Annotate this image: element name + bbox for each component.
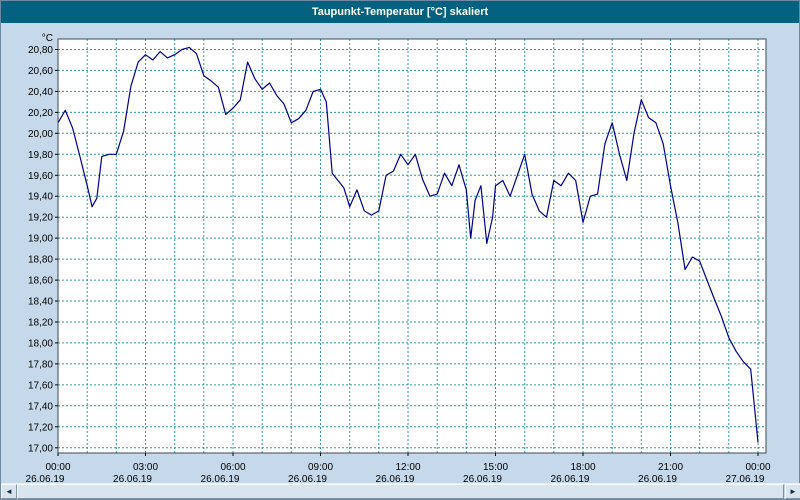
x-tick-date-label: 27.06.19 [726,474,765,485]
x-tick-time-label: 21:00 [658,462,683,473]
x-tick-date-label: 26.06.19 [201,474,240,485]
scroll-right-arrow-icon: ► [789,487,797,496]
y-tick-label: 17,00 [28,443,53,454]
y-tick-label: 17,20 [28,422,53,433]
y-tick-label: 19,80 [28,150,53,161]
x-tick-time-label: 12:00 [395,462,420,473]
x-tick-date-label: 26.06.19 [288,474,327,485]
x-tick-time-label: 00:00 [45,462,70,473]
scroll-left-arrow-icon: ◄ [5,487,13,496]
y-tick-label: 17,60 [28,380,53,391]
x-tick-date-label: 26.06.19 [638,474,677,485]
chart-plot: °C20,80 20,60 20,40 20,20 20,00 19,80 19,60 19,… [26,33,771,485]
x-tick-time-label: 09:00 [308,462,333,473]
x-tick-time-label: 03:00 [133,462,158,473]
y-tick-label: 18,00 [28,338,53,349]
x-tick-time-label: 18:00 [570,462,595,473]
chart-container: °C 20,80 20,60 20,40 20,20 20,00 19,80 19,60 19,… [1,23,800,485]
y-tick-label: 18,40 [28,297,53,308]
y-tick-label: 18,80 [28,255,53,266]
y-axis-unit-label: °C [42,33,53,44]
page-title: Taupunkt-Temperatur [°C] skaliert [311,6,489,18]
series-line [57,46,759,443]
x-tick-date-label: 26.06.19 [551,474,590,485]
y-tick-label: 20,00 [28,129,53,140]
scroll-left-button[interactable]: ◄ [1,484,17,499]
plot-area [58,39,766,453]
x-tick-date-label: 26.06.19 [113,474,152,485]
plot-border [57,38,767,454]
y-tick-label: 17,40 [28,401,53,412]
y-tick-label: 18,60 [28,276,53,287]
y-tick-label: 20,80 [28,45,53,56]
x-tick-time-label: 00:00 [745,462,770,473]
x-tick-time-label: 06:00 [220,462,245,473]
y-tick-label: 19,60 [28,171,53,182]
y-tick-label: 19,40 [28,192,53,203]
x-tick-time-label: 15:00 [483,462,508,473]
y-tick-label: 20,60 [28,66,53,77]
y-tick-label: 20,20 [28,108,53,119]
x-tick-date-label: 26.06.19 [26,474,65,485]
scroll-right-button[interactable]: ► [785,484,800,499]
chart-title-bar: Taupunkt-Temperatur [°C] skaliert [1,1,799,23]
y-tick-label: 18,20 [28,318,53,329]
scrollbar-thumb[interactable] [17,484,784,499]
x-tick-date-label: 26.06.19 [463,474,502,485]
y-tick-label: 19,00 [28,234,53,245]
y-tick-label: 20,40 [28,87,53,98]
horizontal-scrollbar[interactable]: ◄ ► [1,483,800,499]
y-tick-label: 19,20 [28,213,53,224]
y-tick-label: 17,80 [28,359,53,370]
x-tick-date-label: 26.06.19 [376,474,415,485]
